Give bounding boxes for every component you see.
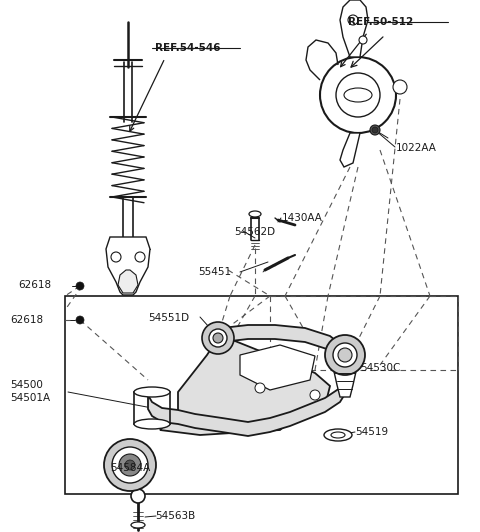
Circle shape (325, 335, 365, 375)
Ellipse shape (331, 432, 345, 438)
Circle shape (76, 282, 84, 290)
Text: 62618: 62618 (10, 315, 43, 325)
Circle shape (370, 125, 380, 135)
Ellipse shape (134, 387, 170, 397)
Polygon shape (106, 237, 150, 295)
Text: 54501A: 54501A (10, 393, 50, 403)
Circle shape (338, 348, 352, 362)
Ellipse shape (249, 211, 261, 217)
Circle shape (333, 343, 357, 367)
Circle shape (396, 83, 404, 91)
Text: 54563B: 54563B (155, 511, 195, 521)
Text: 55451: 55451 (198, 267, 231, 277)
Circle shape (209, 329, 227, 347)
Text: 54562D: 54562D (234, 227, 275, 237)
Text: 54584A: 54584A (110, 463, 150, 473)
Circle shape (104, 439, 156, 491)
Circle shape (348, 15, 358, 25)
Ellipse shape (134, 419, 170, 429)
Circle shape (112, 447, 148, 483)
Polygon shape (333, 367, 357, 397)
Text: 1022AA: 1022AA (396, 143, 437, 153)
Circle shape (111, 252, 121, 262)
Polygon shape (148, 325, 350, 436)
Polygon shape (240, 345, 315, 390)
Text: REF.54-546: REF.54-546 (155, 43, 220, 53)
Circle shape (131, 489, 145, 503)
Circle shape (213, 333, 223, 343)
Circle shape (76, 316, 84, 324)
Circle shape (336, 73, 380, 117)
Text: 1430AA: 1430AA (282, 213, 323, 223)
Text: REF.50-512: REF.50-512 (348, 17, 413, 27)
Circle shape (255, 383, 265, 393)
Text: 54500: 54500 (10, 380, 43, 390)
Circle shape (372, 127, 378, 133)
Polygon shape (118, 270, 138, 293)
Circle shape (125, 460, 135, 470)
Ellipse shape (344, 88, 372, 102)
Ellipse shape (131, 522, 145, 528)
Text: 54530C: 54530C (360, 363, 400, 373)
Circle shape (119, 454, 141, 476)
Circle shape (202, 322, 234, 354)
Circle shape (359, 36, 367, 44)
Polygon shape (160, 335, 330, 435)
Ellipse shape (324, 429, 352, 441)
Circle shape (393, 80, 407, 94)
Circle shape (320, 57, 396, 133)
Circle shape (310, 390, 320, 400)
Polygon shape (340, 0, 368, 57)
Text: 54519: 54519 (355, 427, 388, 437)
Circle shape (135, 252, 145, 262)
Text: 54551D: 54551D (148, 313, 189, 323)
Polygon shape (340, 133, 360, 167)
Bar (65, 296, 458, 494)
Text: 62618: 62618 (18, 280, 51, 290)
